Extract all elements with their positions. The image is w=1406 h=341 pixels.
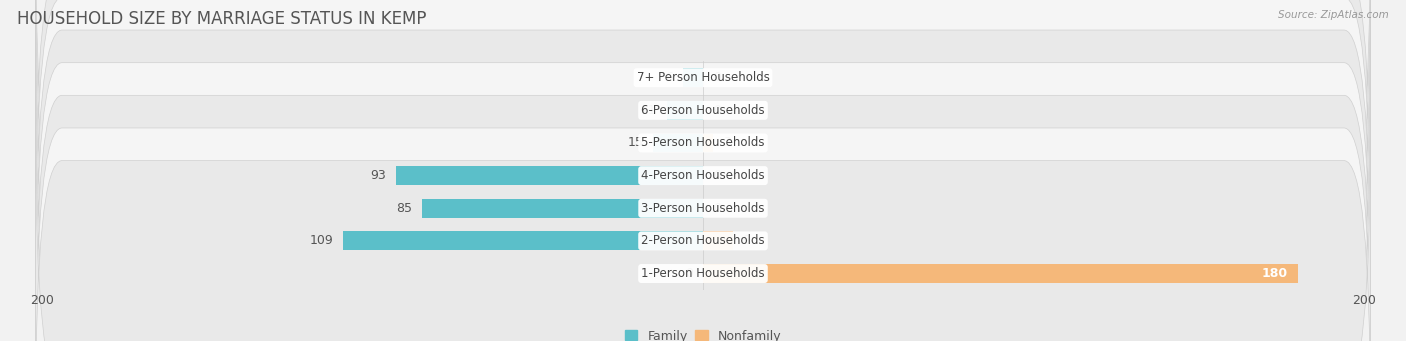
Text: 3: 3 xyxy=(723,136,731,149)
Text: 3-Person Households: 3-Person Households xyxy=(641,202,765,215)
Text: 0: 0 xyxy=(713,104,721,117)
FancyBboxPatch shape xyxy=(35,27,1371,324)
Bar xyxy=(703,264,1298,283)
Text: 6-Person Households: 6-Person Households xyxy=(641,104,765,117)
Bar xyxy=(422,199,703,218)
Bar xyxy=(343,232,703,250)
FancyBboxPatch shape xyxy=(35,0,1371,226)
Text: 11: 11 xyxy=(641,104,657,117)
Text: 180: 180 xyxy=(1261,267,1288,280)
Text: 0: 0 xyxy=(713,169,721,182)
Text: HOUSEHOLD SIZE BY MARRIAGE STATUS IN KEMP: HOUSEHOLD SIZE BY MARRIAGE STATUS IN KEM… xyxy=(17,10,426,28)
Bar xyxy=(666,101,703,120)
FancyBboxPatch shape xyxy=(35,60,1371,341)
Bar xyxy=(395,166,703,185)
Bar xyxy=(703,232,733,250)
Text: 93: 93 xyxy=(370,169,385,182)
Text: 0: 0 xyxy=(685,267,693,280)
Bar xyxy=(703,134,713,152)
Legend: Family, Nonfamily: Family, Nonfamily xyxy=(620,325,786,341)
Text: 1-Person Households: 1-Person Households xyxy=(641,267,765,280)
Bar xyxy=(654,134,703,152)
Text: 85: 85 xyxy=(396,202,412,215)
Text: 2-Person Households: 2-Person Households xyxy=(641,234,765,247)
Bar xyxy=(683,68,703,87)
FancyBboxPatch shape xyxy=(35,125,1371,341)
FancyBboxPatch shape xyxy=(35,0,1371,291)
Text: 7+ Person Households: 7+ Person Households xyxy=(637,71,769,84)
Text: 109: 109 xyxy=(309,234,333,247)
Text: 4-Person Households: 4-Person Households xyxy=(641,169,765,182)
Text: 5-Person Households: 5-Person Households xyxy=(641,136,765,149)
Text: 6: 6 xyxy=(665,71,673,84)
Text: 0: 0 xyxy=(713,202,721,215)
Text: 9: 9 xyxy=(742,234,751,247)
Text: 0: 0 xyxy=(713,71,721,84)
Text: Source: ZipAtlas.com: Source: ZipAtlas.com xyxy=(1278,10,1389,20)
FancyBboxPatch shape xyxy=(35,93,1371,341)
Text: 15: 15 xyxy=(627,136,644,149)
FancyBboxPatch shape xyxy=(35,0,1371,258)
